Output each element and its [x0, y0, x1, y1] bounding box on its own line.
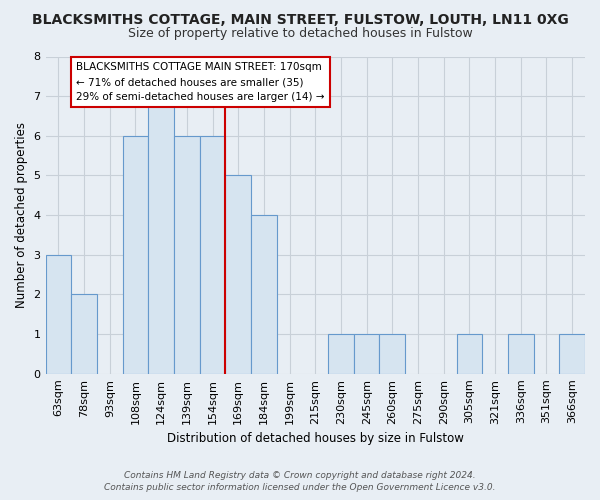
Bar — [46, 255, 71, 374]
Bar — [379, 334, 405, 374]
Text: Size of property relative to detached houses in Fulstow: Size of property relative to detached ho… — [128, 28, 472, 40]
Bar — [354, 334, 379, 374]
Bar — [174, 136, 200, 374]
Bar — [508, 334, 533, 374]
Bar — [148, 96, 174, 374]
Bar — [122, 136, 148, 374]
Bar — [328, 334, 354, 374]
X-axis label: Distribution of detached houses by size in Fulstow: Distribution of detached houses by size … — [167, 432, 464, 445]
Bar — [457, 334, 482, 374]
Bar — [226, 176, 251, 374]
Text: BLACKSMITHS COTTAGE, MAIN STREET, FULSTOW, LOUTH, LN11 0XG: BLACKSMITHS COTTAGE, MAIN STREET, FULSTO… — [32, 12, 568, 26]
Bar — [200, 136, 226, 374]
Y-axis label: Number of detached properties: Number of detached properties — [15, 122, 28, 308]
Bar — [251, 215, 277, 374]
Bar — [71, 294, 97, 374]
Bar — [559, 334, 585, 374]
Text: BLACKSMITHS COTTAGE MAIN STREET: 170sqm
← 71% of detached houses are smaller (35: BLACKSMITHS COTTAGE MAIN STREET: 170sqm … — [76, 62, 325, 102]
Text: Contains HM Land Registry data © Crown copyright and database right 2024.
Contai: Contains HM Land Registry data © Crown c… — [104, 471, 496, 492]
